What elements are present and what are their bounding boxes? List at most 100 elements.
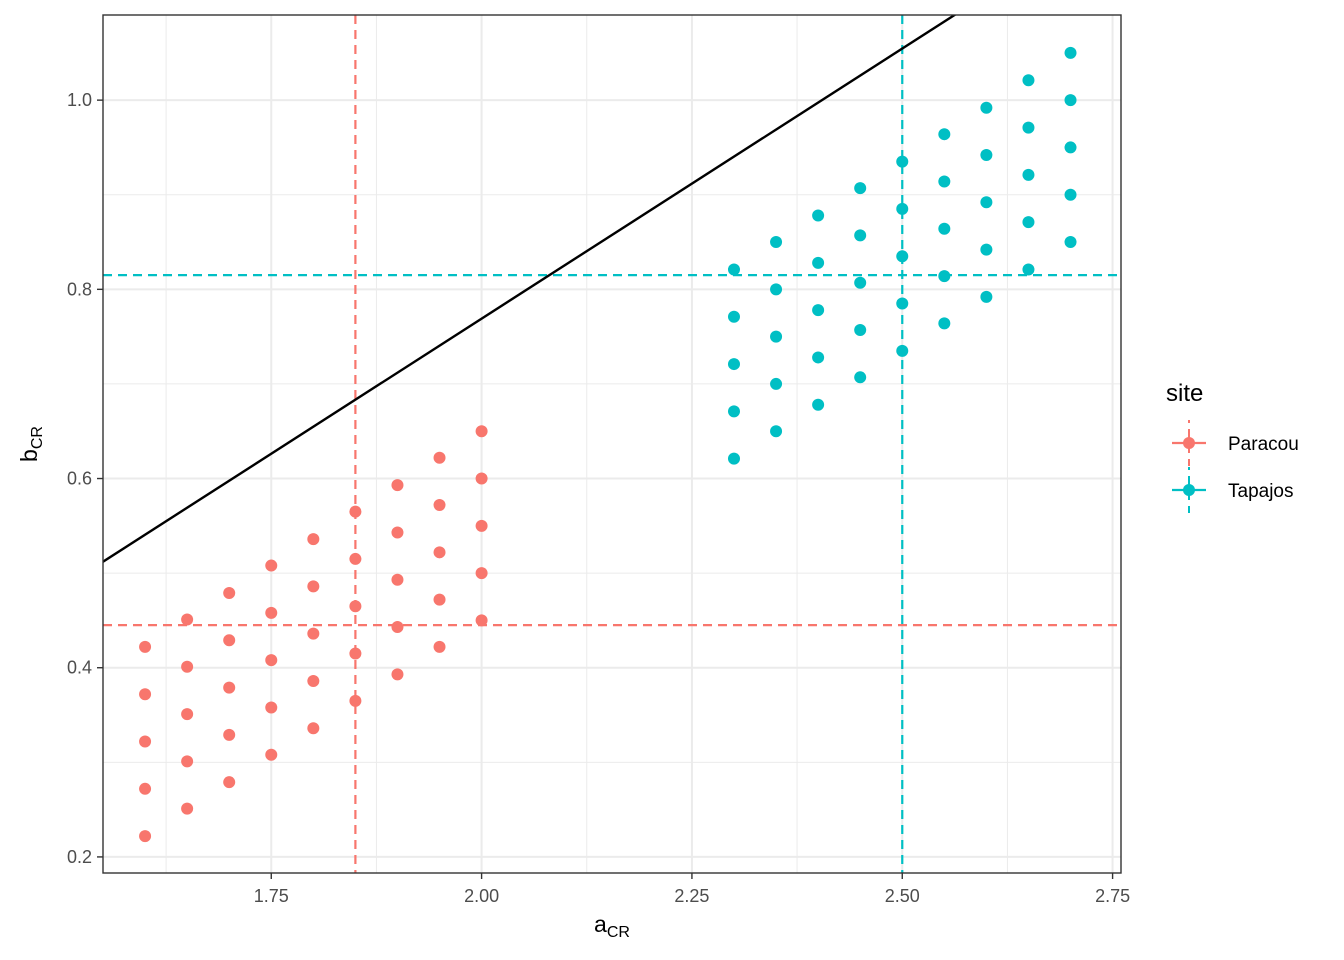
data-point (727, 358, 740, 371)
data-point (980, 196, 993, 209)
diagonal-line (103, 15, 957, 563)
legend-key-point (1183, 437, 1195, 449)
data-point (139, 830, 152, 843)
data-point (1064, 141, 1077, 154)
diagonal-reference-line (103, 15, 957, 563)
y-tick-label: 0.8 (67, 279, 92, 299)
y-tick-label: 0.6 (67, 469, 92, 489)
y-axis: 0.2 0.4 0.6 0.8 1.0 (67, 90, 103, 867)
x-axis-title: aCR (594, 911, 630, 941)
data-point (1022, 121, 1035, 134)
data-point (391, 668, 404, 681)
data-point (139, 782, 152, 795)
data-point (433, 499, 446, 512)
y-axis-title: bCR (16, 426, 46, 462)
data-point (265, 701, 278, 714)
x-tick-label: 2.50 (885, 886, 920, 906)
data-point (854, 276, 867, 289)
x-tick-label: 1.75 (254, 886, 289, 906)
data-point (181, 613, 194, 626)
data-point (896, 297, 909, 310)
legend-label: Tapajos (1228, 481, 1294, 502)
grid-minor (103, 15, 1121, 873)
data-point (980, 101, 993, 114)
data-point (812, 398, 825, 411)
data-point (139, 735, 152, 748)
y-axis-title-subscript: CR (29, 426, 46, 449)
data-points (139, 46, 1077, 843)
data-point (770, 236, 783, 249)
data-point (1064, 188, 1077, 201)
x-tick-label: 2.75 (1095, 886, 1130, 906)
legend-label: Paracou (1228, 434, 1299, 455)
data-point (307, 627, 320, 640)
data-point (727, 310, 740, 323)
data-point (391, 621, 404, 634)
data-point (1022, 216, 1035, 229)
x-tick-label: 2.25 (674, 886, 709, 906)
data-point (475, 472, 488, 485)
data-point (475, 614, 488, 627)
data-point (896, 155, 909, 168)
x-tick-label: 2.00 (464, 886, 499, 906)
data-point (1022, 263, 1035, 276)
data-point (223, 634, 236, 647)
data-point (938, 317, 951, 330)
data-point (1064, 236, 1077, 249)
data-point (307, 533, 320, 546)
data-point (938, 175, 951, 188)
x-axis: 1.75 2.00 2.25 2.50 2.75 (254, 873, 1130, 906)
data-point (854, 371, 867, 384)
data-point (770, 425, 783, 438)
data-point (770, 377, 783, 390)
data-point (433, 451, 446, 464)
data-point (854, 324, 867, 337)
data-point (896, 250, 909, 263)
data-point (1022, 74, 1035, 87)
data-point (727, 405, 740, 418)
data-point (391, 573, 404, 586)
data-point (475, 519, 488, 532)
data-point (223, 728, 236, 741)
data-point (812, 351, 825, 364)
data-point (854, 229, 867, 242)
data-point (1064, 94, 1077, 107)
data-point (727, 452, 740, 465)
data-point (223, 586, 236, 599)
data-point (433, 546, 446, 559)
data-point (349, 505, 362, 518)
legend-key (1172, 467, 1206, 513)
legend-title: site (1166, 380, 1203, 407)
data-point (307, 580, 320, 593)
data-point (265, 559, 278, 572)
plot-panel (103, 15, 1121, 873)
data-point (139, 688, 152, 701)
data-point (770, 283, 783, 296)
y-axis-title-main: b (16, 449, 42, 462)
data-point (349, 694, 362, 707)
data-point (349, 552, 362, 565)
data-point (938, 270, 951, 283)
data-point (223, 776, 236, 789)
data-point (896, 344, 909, 357)
data-point (812, 209, 825, 222)
y-tick-label: 0.4 (67, 658, 92, 678)
data-point (1022, 168, 1035, 181)
y-tick-label: 1.0 (67, 90, 92, 110)
data-point (980, 149, 993, 162)
legend: site Paracou Tapajos (1166, 380, 1299, 513)
data-point (307, 722, 320, 735)
data-point (938, 128, 951, 141)
data-point (223, 681, 236, 694)
data-point (391, 526, 404, 539)
data-point (181, 660, 194, 673)
data-point (265, 654, 278, 667)
data-point (980, 290, 993, 303)
data-point (475, 425, 488, 438)
data-point (854, 182, 867, 195)
plot-panel-border (102, 14, 1122, 874)
data-point (770, 330, 783, 343)
data-point (139, 640, 152, 653)
data-point (433, 640, 446, 653)
y-tick-label: 0.2 (67, 847, 92, 867)
